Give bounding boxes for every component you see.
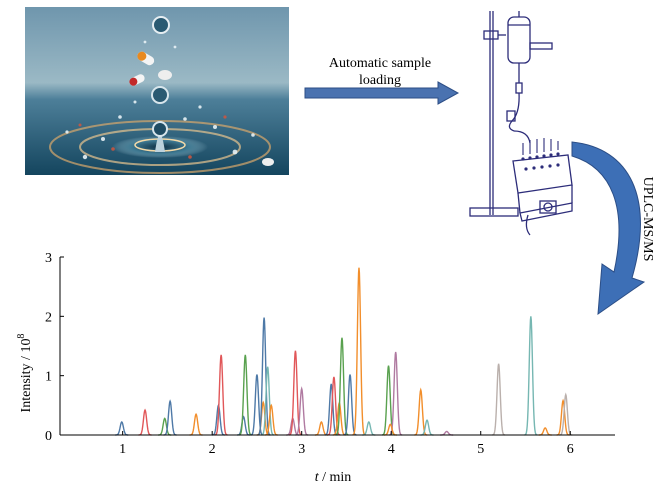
arrow-label-line1: Automatic sample [328, 56, 432, 71]
y-tick-label: 2 [45, 310, 52, 325]
chromatogram-peak [138, 408, 152, 436]
chromatogram-peak [214, 354, 228, 436]
chromatogram-peak [115, 420, 129, 436]
y-axis-title-text: Intensity / 10 [19, 339, 34, 413]
x-tick-label: 2 [209, 442, 216, 457]
chromatogram-peak [538, 427, 552, 436]
x-tick-label: 5 [477, 442, 484, 457]
x-axis-title-rest: / min [319, 470, 352, 485]
chromatogram-chart: 0 1 2 3 1 2 3 4 5 6 Intensity / 108 t / min [16, 251, 615, 485]
chromatogram-peak [420, 419, 434, 436]
chromatogram-peak [352, 267, 366, 436]
chromatogram-peak [288, 350, 302, 436]
automatic-sample-loading-label: Automatic sample loading [306, 55, 454, 89]
chromatogram-peak [238, 354, 252, 436]
chromatogram-peak [314, 420, 328, 436]
chromatogram-peak [556, 398, 570, 436]
chromatogram-peak [440, 430, 454, 436]
y-axis-title-sup: 8 [16, 334, 27, 339]
x-tick-label: 1 [119, 442, 126, 457]
chromatogram-peak [295, 386, 309, 436]
plot-area [115, 267, 573, 436]
x-tick-label: 4 [388, 442, 395, 457]
chromatogram-peak [524, 316, 538, 436]
y-tick-label: 3 [45, 251, 52, 266]
water-drop-pills-image [25, 7, 289, 175]
curved-down-arrow-icon [571, 141, 646, 316]
x-tick-label: 6 [567, 442, 574, 457]
x-axis-title-italic: t [315, 470, 320, 485]
uplc-apparatus-illustration [469, 11, 573, 236]
chromatogram-peak [414, 387, 428, 436]
y-tick-label: 1 [45, 370, 52, 385]
x-tick-label: 3 [298, 442, 305, 457]
x-axis-title: t / min [315, 470, 352, 485]
right-arrow-icon [304, 81, 460, 105]
y-axis-title: Intensity / 108 [16, 334, 34, 413]
chromatogram-peak [261, 366, 275, 436]
chromatogram-peak [492, 363, 506, 436]
chromatogram-peak [189, 412, 203, 436]
chromatogram-peak [158, 417, 172, 436]
chart-axes: 0 1 2 3 1 2 3 4 5 6 [45, 251, 615, 457]
chromatogram-peak [163, 399, 177, 436]
chromatogram-peak [250, 374, 264, 436]
y-tick-label: 0 [45, 429, 52, 444]
chromatogram-peak [327, 376, 341, 436]
arrow-label-line2: loading [359, 73, 401, 88]
chromatogram-peak [264, 403, 278, 436]
